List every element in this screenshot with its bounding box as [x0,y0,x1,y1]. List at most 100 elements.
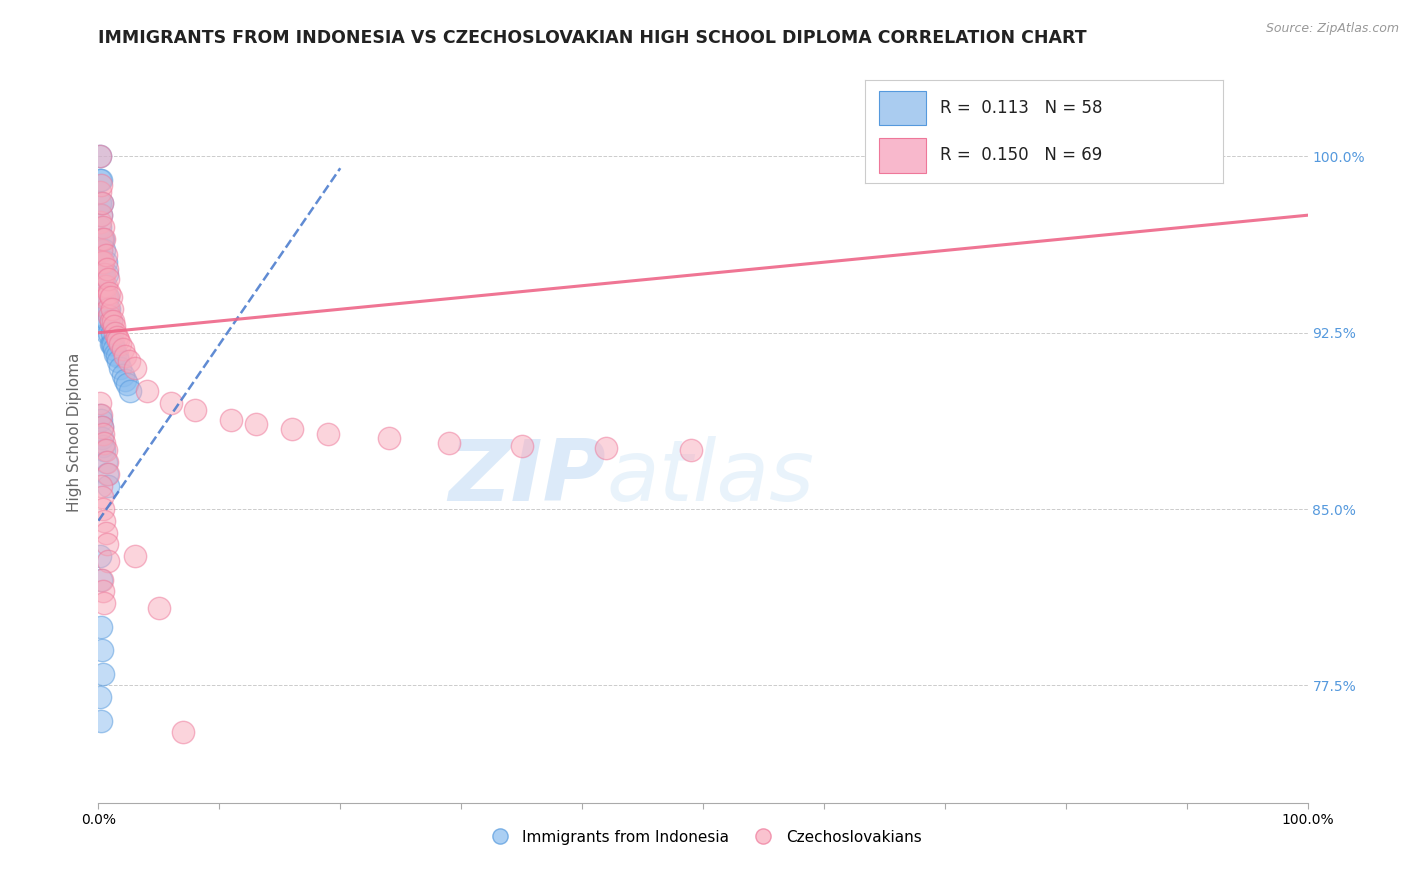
Point [91,255,114,269]
Point [94,314,117,328]
Point [89,219,111,234]
Point [91,232,114,246]
Point [316,426,339,441]
Point [98,302,121,317]
Point [89,185,111,199]
Point [90,408,112,422]
Point [124,549,146,563]
Point [108,337,131,351]
Point [90,714,112,728]
Point [148,600,170,615]
Point [94,455,117,469]
Point [107,354,129,368]
Point [172,725,194,739]
Legend: Immigrants from Indonesia, Czechoslovakians: Immigrants from Indonesia, Czechoslovaki… [478,823,928,851]
Point [96,290,118,304]
Point [90,244,112,258]
Point [100,290,122,304]
Point [91,255,114,269]
Point [93,267,115,281]
Point [97,314,120,328]
Point [437,436,460,450]
Point [91,196,114,211]
Point [91,219,114,234]
Point [91,290,114,304]
Point [91,267,114,281]
Point [377,432,399,446]
Point [98,326,121,340]
Text: Source: ZipAtlas.com: Source: ZipAtlas.com [1265,22,1399,36]
Point [96,537,118,551]
Point [91,419,114,434]
Point [91,490,114,504]
Point [124,361,146,376]
Point [91,290,114,304]
Point [100,326,122,340]
Point [89,396,111,410]
Point [91,196,114,211]
Point [96,302,118,317]
Point [91,573,114,587]
Point [89,196,111,211]
Point [89,149,111,163]
Text: IMMIGRANTS FROM INDONESIA VS CZECHOSLOVAKIAN HIGH SCHOOL DIPLOMA CORRELATION CHA: IMMIGRANTS FROM INDONESIA VS CZECHOSLOVA… [98,29,1087,47]
Point [118,384,141,399]
Point [96,262,118,277]
Point [281,422,304,436]
Point [90,478,112,492]
Point [89,549,111,563]
Point [105,330,128,344]
Point [101,337,124,351]
Point [135,384,157,399]
Point [107,333,129,347]
Point [111,342,134,356]
Point [101,314,124,328]
Point [93,232,115,246]
Point [90,173,112,187]
Point [93,514,115,528]
Point [91,666,114,681]
Point [90,413,112,427]
Point [100,302,122,317]
Point [91,432,114,446]
Point [89,215,111,229]
Point [221,413,243,427]
Point [89,173,111,187]
Point [100,314,122,328]
Point [97,271,120,285]
Point [184,403,207,417]
Point [90,573,112,587]
Point [97,467,120,481]
Point [90,208,112,222]
Point [91,643,114,657]
Point [94,290,117,304]
Point [89,408,111,422]
Point [90,619,112,633]
Point [96,467,118,481]
Point [89,690,111,704]
Point [90,178,112,192]
Point [91,438,114,452]
Point [595,441,617,455]
Point [93,244,115,258]
Point [93,278,115,293]
Text: ZIP: ZIP [449,435,606,518]
Point [93,596,115,610]
Point [114,349,136,363]
Point [97,302,120,317]
Point [90,244,112,258]
Text: atlas: atlas [606,435,814,518]
Point [117,377,139,392]
Point [93,290,115,304]
Point [91,584,114,599]
Point [91,278,114,293]
Y-axis label: High School Diploma: High School Diploma [67,353,83,512]
Point [103,342,125,356]
Point [91,232,114,246]
Point [93,302,115,317]
Point [96,455,118,469]
Point [93,436,115,450]
Point [160,396,183,410]
Point [114,373,136,387]
Point [510,438,533,452]
